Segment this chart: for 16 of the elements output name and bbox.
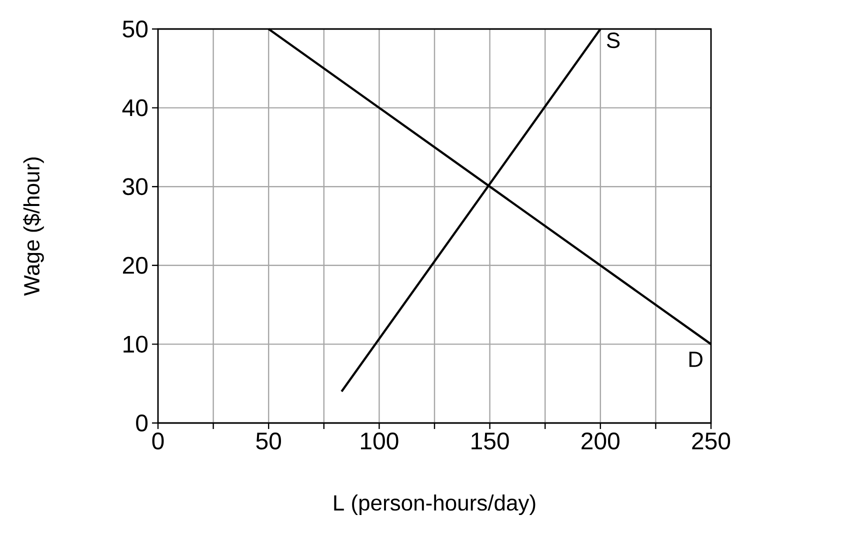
y-tick-label: 10 xyxy=(124,336,148,353)
y-tick-label: 30 xyxy=(122,178,148,196)
x-tick-label: 0 xyxy=(152,432,164,450)
x-tick-label: 100 xyxy=(361,432,398,450)
x-tick-label: 150 xyxy=(472,432,509,450)
x-tick-label: 50 xyxy=(256,432,282,450)
x-tick-label: 250 xyxy=(692,432,730,450)
y-tick-label: 20 xyxy=(122,256,148,274)
y-axis-title: Wage ($/hour) xyxy=(23,157,44,296)
x-axis-title: L (person-hours/day) xyxy=(334,494,536,516)
y-tick-label: 0 xyxy=(136,414,148,432)
y-tick-label: 50 xyxy=(122,20,148,38)
series-label: S xyxy=(606,32,620,48)
y-tick-label: 40 xyxy=(122,99,148,116)
x-tick-label: 200 xyxy=(582,432,620,450)
series-label: D xyxy=(689,352,702,367)
